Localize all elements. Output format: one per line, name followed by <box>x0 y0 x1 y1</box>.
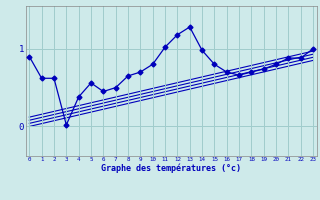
X-axis label: Graphe des températures (°c): Graphe des températures (°c) <box>101 164 241 173</box>
